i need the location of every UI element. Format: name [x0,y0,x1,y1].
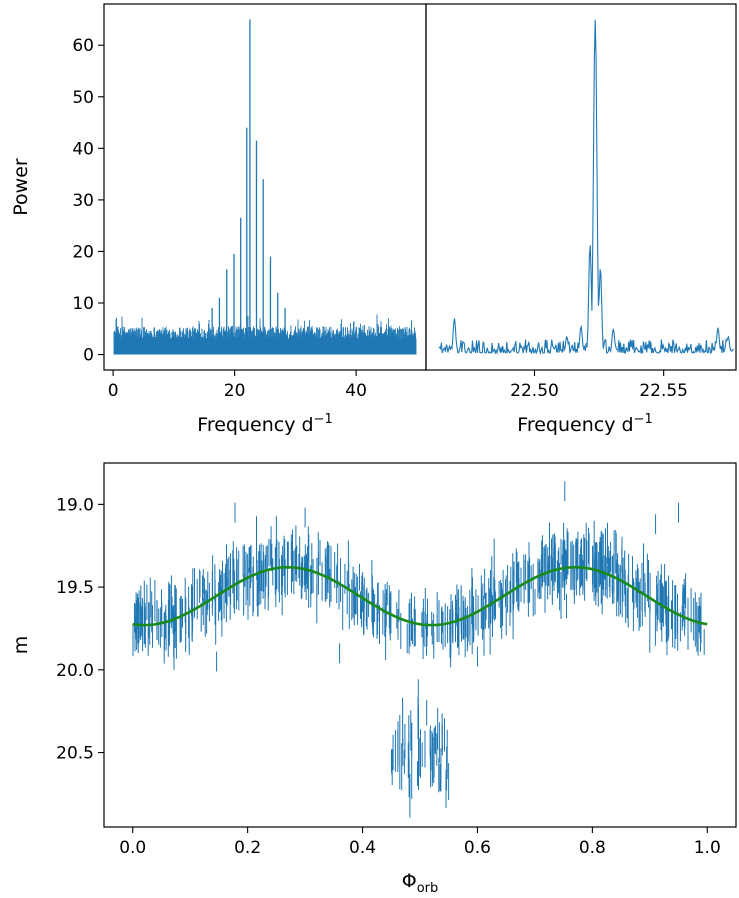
p1-xlabel-sup: −1 [314,412,333,427]
p1-ytick-1-label: 10 [72,294,94,314]
p2-xtick-0-label: 22.50 [510,381,559,401]
p3-xtick-4-label: 0.8 [579,838,606,858]
p3-frame [103,462,737,828]
p3-xtick-2-label: 0.4 [349,838,376,858]
p3-xtick-3-label: 0.6 [464,838,491,858]
p3-ylabel: m [10,636,32,655]
p2-frame [425,3,737,371]
p3-ytick-1-label: 19.5 [56,578,94,598]
panel-periodogram-zoom: 22.50 22.55 Frequency d−1 [425,3,737,436]
p1-frame [103,3,427,371]
p3-eclipse-points [391,679,450,818]
p3-data-points [132,516,705,670]
p3-ytick-2-label: 20.0 [56,661,94,681]
p3-plot-area [132,481,708,818]
p1-ytick-4-label: 40 [72,139,94,159]
p3-xlabel-sub: orb [417,881,439,896]
p3-ytick-0-label: 19.0 [56,495,94,515]
p1-ytick-5-label: 50 [72,88,94,108]
p3-axes: 0.0 0.2 0.4 0.6 0.8 1.0 19.0 19.5 20.0 20.5 [56,495,721,858]
p2-xtick-1-label: 22.55 [639,381,688,401]
p2-xlabel-main: Frequency d [517,414,633,436]
p2-xlabel: Frequency d−1 [517,412,652,436]
p1-xtick-2-label: 40 [345,381,367,401]
p1-ytick-2-label: 20 [72,242,94,262]
p2-xlabel-sup: −1 [634,412,653,427]
panel-light-curve: 0.0 0.2 0.4 0.6 0.8 1.0 19.0 19.5 20.0 20.5 m Φor… [10,462,737,896]
p3-xtick-1-label: 0.2 [234,838,261,858]
p3-xlabel: Φorb [402,870,439,896]
p1-xlabel-main: Frequency d [197,414,313,436]
p1-xlabel: Frequency d−1 [197,412,332,436]
p3-xtick-0-label: 0.0 [119,838,146,858]
p1-xtick-0-label: 0 [108,381,119,401]
p3-ytick-3-label: 20.5 [56,744,94,764]
p1-ytick-3-label: 30 [72,191,94,211]
p2-axes: 22.50 22.55 [510,370,688,401]
p1-ylabel: Power [10,158,32,216]
p1-axes: 0 20 40 0 10 20 30 40 50 60 [72,36,367,401]
p3-model-curve [132,565,708,627]
p1-ytick-6-label: 60 [72,36,94,56]
p2-series [438,19,734,356]
p1-xtick-1-label: 20 [224,381,246,401]
p3-xlabel-main: Φ [402,870,417,892]
p1-plot-area [113,19,417,355]
p2-plot-area [438,19,734,356]
panel-periodogram-wide: 0 20 40 0 10 20 30 40 50 60 Power Frequency d−1 [10,3,427,436]
p3-xtick-5-label: 1.0 [694,838,721,858]
p1-noise-series [113,314,417,355]
p1-ytick-0-label: 0 [83,346,94,366]
